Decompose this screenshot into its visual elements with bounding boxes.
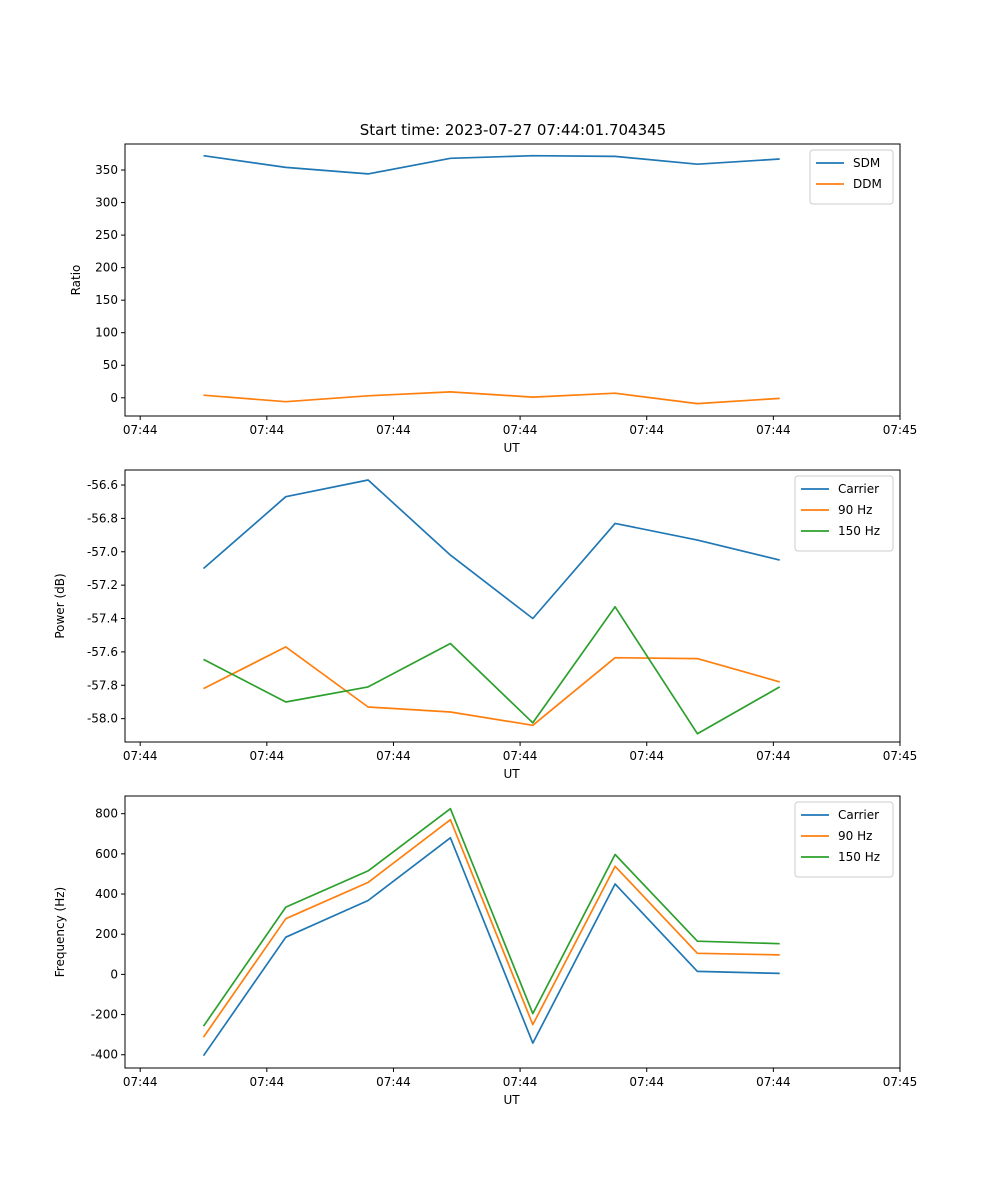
legend-label: 90 Hz — [838, 829, 872, 843]
y-tick-label: 50 — [103, 358, 118, 372]
y-axis-label: Power (dB) — [53, 573, 67, 638]
x-tick-label: 07:44 — [123, 1075, 158, 1089]
chart-2: 07:44 07:44 07:44 07:44 07:44 07:44 07:45 -58.0… — [53, 469, 918, 781]
y-tick-label: 300 — [95, 196, 118, 210]
chart-1: 07:44 07:44 07:44 07:44 07:44 07:44 07:45 0 50 10… — [69, 143, 918, 455]
y-tick-label: 200 — [95, 927, 118, 941]
x-tick-label: 07:44 — [123, 749, 158, 763]
y-tick-label: 150 — [95, 293, 118, 307]
y-tick-label: -400 — [91, 1048, 118, 1062]
y-tick-label: 600 — [95, 847, 118, 861]
x-tick-label: 07:44 — [756, 749, 791, 763]
x-tick-label: 07:44 — [629, 423, 664, 437]
x-tick-label: 07:44 — [756, 423, 791, 437]
x-tick-label: 07:44 — [503, 1075, 538, 1089]
legend: SDM DDM — [809, 149, 894, 205]
y-tick-label: 100 — [95, 326, 118, 340]
x-tick-label: 07:44 — [503, 749, 538, 763]
x-tick-label: 07:45 — [883, 1075, 918, 1089]
series-line-90-hz — [203, 646, 780, 727]
legend-box — [794, 801, 894, 878]
x-tick-label: 07:44 — [376, 1075, 411, 1089]
x-axis-label: UT — [503, 1093, 520, 1107]
plots-container: 07:44 07:44 07:44 07:44 07:44 07:44 07:45 0 50 10… — [53, 143, 918, 1107]
y-tick-label: 0 — [110, 967, 118, 981]
legend-box — [794, 475, 894, 552]
y-tick-label: -200 — [91, 1008, 118, 1022]
x-tick-label: 07:44 — [629, 749, 664, 763]
y-tick-label: -57.2 — [87, 578, 118, 592]
legend-label: 90 Hz — [838, 503, 872, 517]
y-tick-label: -57.8 — [87, 678, 118, 692]
series-line-sdm — [203, 154, 780, 175]
legend-label: Carrier — [838, 482, 879, 496]
series-line-carrier — [202, 479, 780, 620]
x-tick-label: 07:44 — [629, 1075, 664, 1089]
x-tick-label: 07:44 — [503, 423, 538, 437]
x-axis-label: UT — [503, 767, 520, 781]
y-tick-label: -57.4 — [87, 612, 118, 626]
legend-label: 150 Hz — [838, 524, 880, 538]
legend: Carrier 90 Hz 150 Hz — [794, 801, 894, 878]
y-tick-label: 800 — [95, 807, 118, 821]
x-tick-label: 07:45 — [883, 749, 918, 763]
legend-label: SDM — [853, 156, 880, 170]
x-tick-label: 07:44 — [250, 1075, 285, 1089]
legend-label: DDM — [853, 177, 882, 191]
series-line-150-hz — [203, 605, 781, 735]
y-tick-label: -57.6 — [87, 645, 118, 659]
y-tick-label: -56.8 — [87, 511, 118, 525]
x-tick-label: 07:44 — [250, 423, 285, 437]
legend: Carrier 90 Hz 150 Hz — [794, 475, 894, 552]
axes-frame — [124, 795, 901, 1069]
series-line-150-hz — [202, 807, 780, 1027]
x-tick-label: 07:44 — [376, 423, 411, 437]
figure-title: Start time: 2023-07-27 07:44:01.704345 — [360, 121, 666, 139]
axes-frame — [124, 143, 901, 417]
x-tick-label: 07:44 — [756, 1075, 791, 1089]
series-line-90-hz — [202, 818, 780, 1038]
x-tick-label: 07:44 — [376, 749, 411, 763]
y-tick-label: 350 — [95, 163, 118, 177]
y-tick-label: -56.6 — [87, 478, 118, 492]
legend-label: Carrier — [838, 808, 879, 822]
x-tick-label: 07:45 — [883, 423, 918, 437]
series-line-carrier — [202, 836, 780, 1057]
y-axis-label: Ratio — [69, 265, 83, 296]
x-axis-label: UT — [503, 441, 520, 455]
y-tick-label: 400 — [95, 887, 118, 901]
x-tick-label: 07:44 — [123, 423, 158, 437]
y-axis-label: Frequency (Hz) — [53, 887, 67, 978]
y-tick-label: 0 — [110, 391, 118, 405]
chart-3: 07:44 07:44 07:44 07:44 07:44 07:44 07:45 -400 -… — [53, 795, 918, 1107]
axes-frame — [124, 469, 901, 743]
series-line-ddm — [203, 391, 780, 405]
y-tick-label: -57.0 — [87, 545, 118, 559]
y-tick-label: 250 — [95, 228, 118, 242]
legend-label: 150 Hz — [838, 850, 880, 864]
y-tick-label: -58.0 — [87, 712, 118, 726]
x-tick-label: 07:44 — [250, 749, 285, 763]
y-tick-label: 200 — [95, 261, 118, 275]
